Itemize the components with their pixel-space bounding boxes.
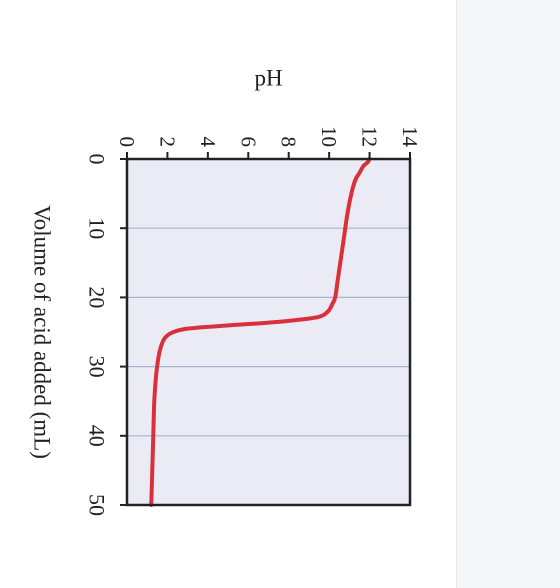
ph-tick-label: 8 xyxy=(277,137,301,148)
x-axis-label: Volume of acid added (mL) xyxy=(30,205,55,459)
tick-marks xyxy=(120,152,411,506)
volume-tick-label: 30 xyxy=(85,356,110,378)
volume-tick-label: 10 xyxy=(85,217,110,239)
side-panel xyxy=(456,0,560,588)
ph-tick-label: 12 xyxy=(358,126,382,147)
ph-tick-label: 6 xyxy=(236,137,260,148)
titration-curve xyxy=(149,157,372,507)
ph-tick-label: 10 xyxy=(317,126,341,147)
ph-tick-label: 2 xyxy=(155,137,179,148)
volume-tick-label: 50 xyxy=(85,494,110,516)
volume-tick-label: 40 xyxy=(85,425,110,447)
y-axis-label: pH xyxy=(254,66,282,91)
volume-tick-label: 0 xyxy=(85,154,110,165)
tick-labels: 0 2 4 6 8 10 12 14 0 10 20 30 40 50 xyxy=(85,126,423,516)
titration-chart: 0 2 4 6 8 10 12 14 0 10 20 30 40 50 pH Volume of acid… xyxy=(30,66,423,517)
ph-tick-label: 0 xyxy=(115,137,139,148)
plot-frame xyxy=(125,157,412,507)
ph-tick-label: 4 xyxy=(196,137,220,148)
ph-tick-label: 14 xyxy=(398,126,422,148)
curve-layer xyxy=(149,157,372,507)
grid-lines xyxy=(127,227,410,437)
volume-tick-label: 20 xyxy=(85,286,110,308)
